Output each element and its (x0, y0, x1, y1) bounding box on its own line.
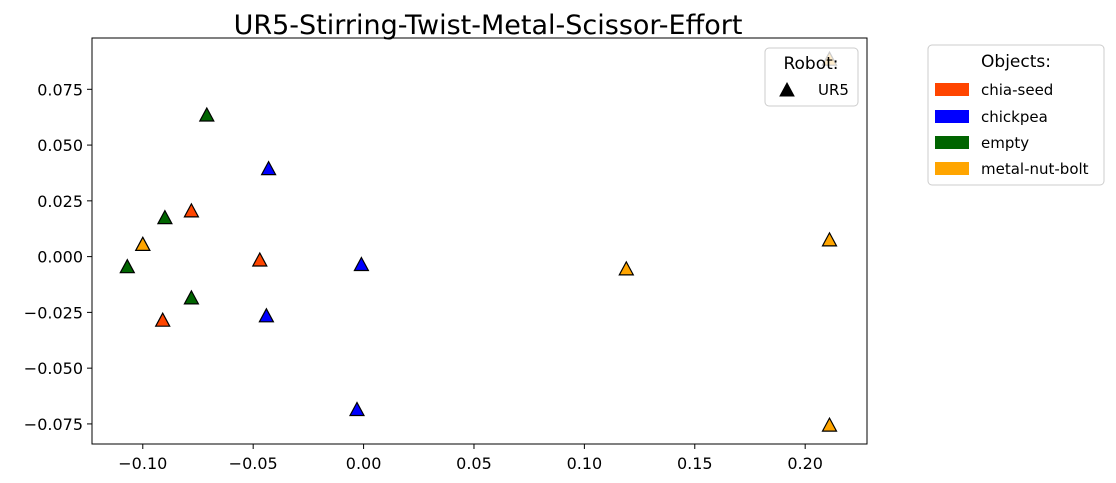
x-tick-label: 0.20 (787, 454, 823, 473)
data-point-metal-nut-bolt (821, 231, 838, 247)
data-point-chickpea (260, 160, 277, 176)
y-tick-label: 0.075 (37, 80, 83, 99)
data-point-empty (156, 209, 173, 225)
data-point-empty (198, 106, 215, 122)
y-tick-label: 0.000 (37, 248, 83, 267)
data-point-chickpea (348, 401, 366, 417)
x-tick-label: 0.00 (346, 454, 382, 473)
legend-swatch-chia-seed (935, 83, 969, 96)
data-points (119, 50, 838, 432)
data-point-chia-seed (154, 311, 171, 327)
y-tick-label: −0.075 (24, 415, 83, 434)
y-tick-label: 0.025 (37, 192, 83, 211)
y-axis: 0.075 0.050 0.025 0.000 −0.025 −0.050 −0.075 (24, 80, 92, 434)
legend-robot-label: UR5 (818, 81, 849, 99)
data-point-metal-nut-bolt (821, 416, 838, 432)
legend-robot: Robot: UR5 (764, 47, 859, 107)
legend-objects-title: Objects: (981, 52, 1051, 72)
x-tick-label: −0.10 (118, 454, 167, 473)
x-tick-label: 0.10 (567, 454, 603, 473)
data-point-chia-seed (183, 202, 200, 218)
data-point-chia-seed (251, 251, 268, 267)
legend-label-metal-nut-bolt: metal-nut-bolt (981, 160, 1089, 178)
y-tick-label: −0.025 (24, 303, 83, 322)
legend-robot-title: Robot: (783, 54, 838, 74)
legend-objects: Objects: chia-seed chickpea empty metal-… (927, 44, 1105, 186)
legend-objects-frame (927, 44, 1105, 186)
x-tick-label: −0.05 (229, 454, 278, 473)
legend-robot-marker (779, 81, 795, 97)
x-tick-label: 0.15 (677, 454, 713, 473)
legend-swatch-chickpea (935, 110, 969, 123)
data-point-metal-nut-bolt (134, 236, 151, 251)
legend-label-empty: empty (981, 134, 1029, 152)
legend-swatch-metal-nut-bolt (935, 162, 969, 175)
x-tick-label: 0.05 (456, 454, 492, 473)
chart-title: UR5-Stirring-Twist-Metal-Scissor-Effort (234, 10, 743, 41)
legend-label-chickpea: chickpea (981, 108, 1048, 126)
legend-swatch-empty (935, 136, 969, 149)
legend-label-chia-seed: chia-seed (981, 81, 1053, 99)
y-tick-label: −0.050 (24, 359, 83, 378)
data-point-chickpea (353, 256, 370, 272)
data-point-chickpea (258, 307, 275, 323)
data-point-empty (183, 289, 200, 305)
y-tick-label: 0.050 (37, 136, 83, 155)
data-point-empty (119, 258, 136, 274)
data-point-metal-nut-bolt (618, 260, 635, 276)
x-axis: −0.10 −0.05 0.00 0.05 0.10 0.15 0.20 (118, 444, 823, 473)
plot-frame (91, 37, 868, 445)
